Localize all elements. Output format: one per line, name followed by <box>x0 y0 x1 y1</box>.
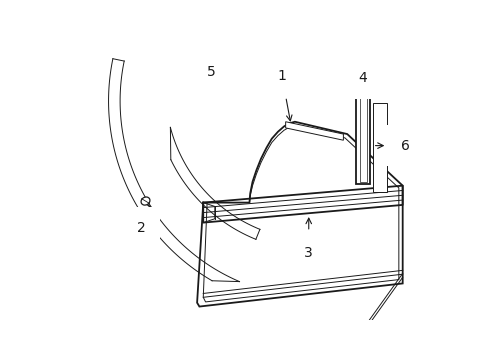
Text: 4: 4 <box>358 71 366 91</box>
Text: 2: 2 <box>137 213 146 235</box>
Text: 5: 5 <box>206 66 215 84</box>
Polygon shape <box>197 122 402 306</box>
Text: 6: 6 <box>375 139 409 153</box>
Bar <box>356 95 369 184</box>
Text: 3: 3 <box>304 218 312 260</box>
Polygon shape <box>285 122 343 140</box>
Text: 1: 1 <box>277 68 291 121</box>
Ellipse shape <box>141 197 150 205</box>
Bar <box>372 103 386 192</box>
